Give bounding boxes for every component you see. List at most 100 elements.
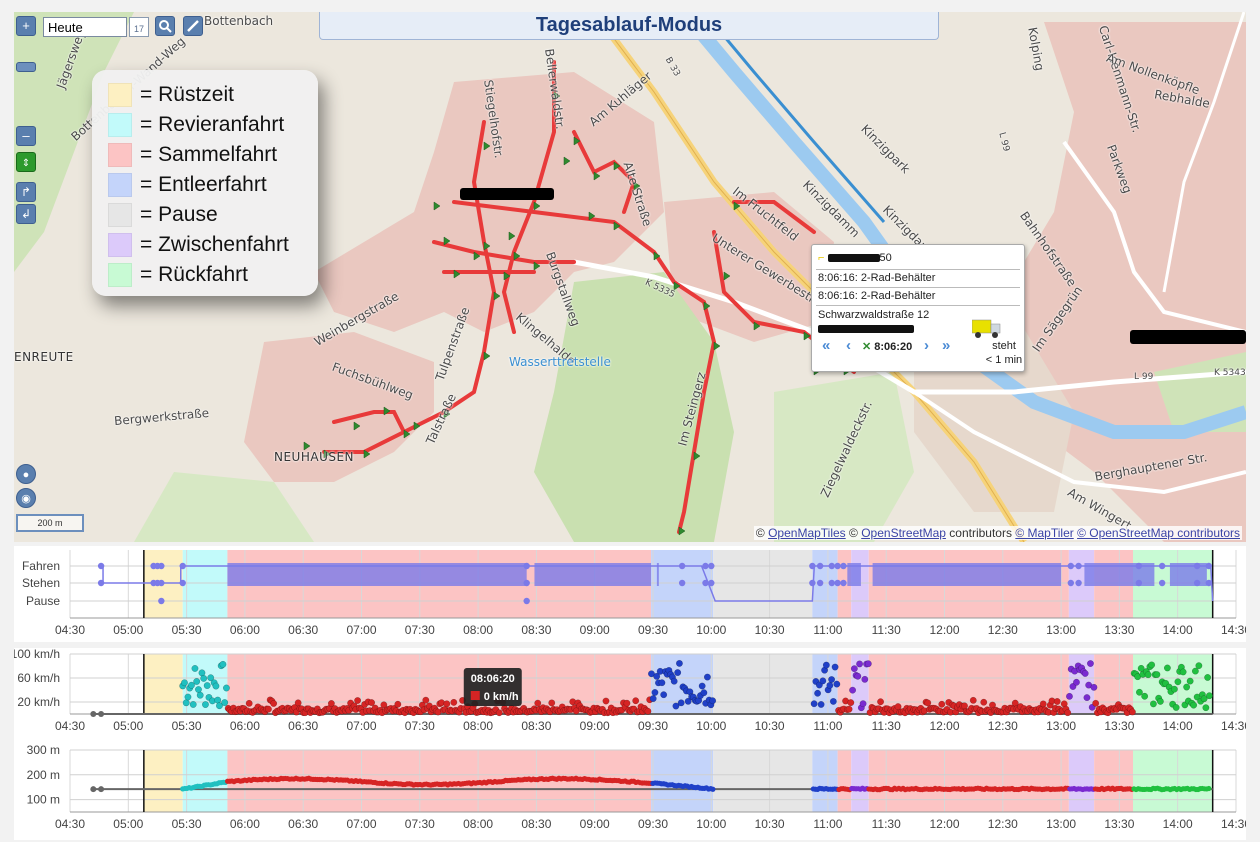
state-point	[702, 579, 709, 587]
osm-contributors-link[interactable]: © OpenStreetMap contributors	[1077, 526, 1240, 540]
speed-point	[90, 711, 97, 717]
speed-point	[672, 702, 680, 710]
legend-item: = Zwischenfahrt	[108, 230, 302, 260]
x-tick-label: 14:30	[1221, 719, 1246, 733]
y-tick-label: Fahren	[22, 559, 60, 573]
phase-band	[713, 750, 813, 812]
state-point	[523, 597, 530, 605]
prev-button[interactable]: ‹	[846, 337, 851, 354]
zoom-out-button[interactable]: –	[16, 126, 36, 146]
popup-time-line: ✕ 8:06:20	[862, 340, 912, 353]
speed-point	[534, 699, 542, 707]
openmaptiles-link[interactable]: OpenMapTiles	[768, 526, 846, 540]
altitude-chart[interactable]: 04:30 05:00 05:30 06:00 06:30 07:00 07:30 08:00…	[14, 744, 1246, 840]
x-tick-label: 11:30	[872, 817, 901, 831]
speed-point	[380, 701, 388, 709]
x-tick-label: 12:30	[988, 719, 1018, 733]
state-point	[1193, 562, 1201, 570]
vehicle-popup[interactable]: ⌐ 50 8:06:16: 2-Rad-Behälter 8:06:16: 2-…	[811, 244, 1025, 372]
speed-point	[222, 684, 230, 692]
x-tick-label: 06:00	[230, 817, 260, 831]
tooltip-time: 08:06:20	[471, 673, 515, 685]
edit-button[interactable]	[183, 16, 203, 36]
state-point	[834, 562, 841, 570]
first-button[interactable]: «	[822, 337, 831, 354]
date-field[interactable]	[43, 17, 127, 37]
speed-point	[1172, 704, 1180, 711]
comment-button[interactable]: ●	[16, 464, 36, 484]
calendar-button[interactable]: 17	[129, 17, 149, 37]
x-tick-label: 09:00	[580, 719, 610, 733]
street-label: Bottenbach	[204, 14, 274, 28]
map-panel[interactable]: Bottenbach Jägersweg Bottenbacher-Wand-W…	[14, 12, 1246, 542]
speed-point	[1205, 692, 1213, 700]
last-button[interactable]: »	[942, 337, 951, 354]
x-tick-label: 10:00	[696, 817, 726, 831]
maptiler-link[interactable]: © MapTiler	[1015, 526, 1074, 540]
undo-button[interactable]: ↲	[16, 204, 36, 224]
x-tick-label: 10:30	[755, 719, 785, 733]
speed-point	[980, 698, 988, 706]
speed-point	[700, 689, 708, 697]
state-point	[179, 579, 186, 587]
layer-toggle-button[interactable]	[16, 62, 36, 72]
speed-point	[670, 677, 678, 685]
state-point	[1135, 579, 1143, 587]
x-tick-label: 12:30	[988, 623, 1018, 637]
visibility-button[interactable]: ◉	[16, 488, 36, 508]
x-tick-label: 05:30	[172, 623, 202, 637]
state-dense-bar	[1169, 563, 1207, 586]
speed-point	[98, 711, 105, 717]
openstreetmap-link[interactable]: OpenStreetMap	[861, 526, 946, 540]
speed-point	[1137, 664, 1145, 672]
x-tick-label: 12:00	[929, 817, 959, 831]
x-tick-label: 06:00	[230, 623, 260, 637]
tooltip-value: 0 km/h	[484, 691, 519, 703]
search-button[interactable]	[155, 16, 175, 36]
redo-button[interactable]: ↱	[16, 182, 36, 202]
state-chart[interactable]: 04:30 05:00 05:30 06:00 06:30 07:00 07:30 08:00…	[14, 546, 1246, 642]
speed-point	[1204, 674, 1212, 681]
state-dense-bar	[227, 563, 527, 586]
state-point	[1158, 579, 1166, 587]
popup-row: 8:06:16: 2-Rad-Behälter	[818, 290, 936, 302]
eye-icon: ◉	[21, 493, 31, 505]
speed-point	[938, 700, 946, 708]
vehicle-suffix: 50	[879, 252, 892, 264]
redo-icon: ↱	[20, 185, 32, 199]
pencil-icon	[187, 20, 199, 32]
x-tick-label: 04:30	[55, 817, 85, 831]
phase-band	[143, 750, 183, 812]
speed-point	[632, 697, 640, 705]
x-tick-label: 10:00	[696, 719, 726, 733]
zoom-in-button[interactable]: +	[16, 16, 36, 36]
speed-point	[422, 696, 430, 704]
legend-item: = Revieranfahrt	[108, 110, 302, 140]
phase-band	[868, 750, 1069, 812]
speed-point	[1053, 698, 1061, 705]
speed-point	[195, 686, 202, 693]
state-point	[1205, 562, 1212, 570]
speed-point	[245, 699, 253, 707]
redacted-label	[1130, 330, 1246, 344]
y-tick-label: Pause	[26, 594, 60, 608]
road-number: L 99	[1134, 372, 1154, 382]
speed-point	[675, 659, 683, 667]
speed-point	[202, 701, 209, 709]
vertical-expand-button[interactable]: ⇕	[16, 152, 36, 172]
marker-icon: ✕	[862, 341, 872, 353]
speed-point	[1186, 677, 1194, 685]
speed-chart[interactable]: 04:30 05:00 05:30 06:00 06:30 07:00 07:30 08:00…	[14, 648, 1246, 744]
x-tick-label: 09:30	[638, 719, 668, 733]
legend-label: = Sammelfahrt	[140, 143, 278, 166]
x-tick-label: 05:00	[113, 817, 143, 831]
speed-point	[548, 699, 556, 707]
speed-point	[822, 661, 830, 669]
state-point	[840, 579, 847, 587]
x-tick-label: 08:00	[463, 817, 493, 831]
legend-swatch	[108, 83, 132, 107]
next-button[interactable]: ›	[924, 337, 929, 354]
map-canvas	[14, 12, 1246, 542]
x-tick-label: 13:30	[1104, 719, 1134, 733]
x-tick-label: 14:30	[1221, 817, 1246, 831]
